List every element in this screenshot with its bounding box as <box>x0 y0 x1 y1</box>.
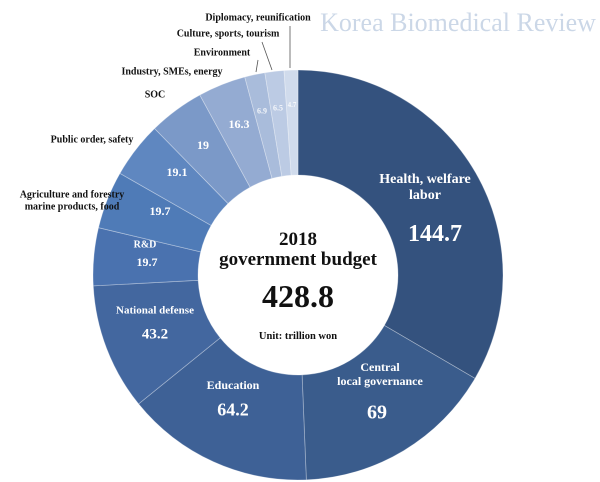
slice-label-8: Industry, SMEs, energy <box>121 66 223 78</box>
slice-9 <box>244 72 283 179</box>
leader-line-1 <box>261 41 273 71</box>
watermark-band <box>322 6 594 40</box>
slice-label-line: marine products, food <box>24 201 120 212</box>
slice-11 <box>283 69 299 176</box>
watermark: Korea Biomedical Review <box>320 8 596 37</box>
slice-label-0: Health, welfare labor <box>379 172 471 204</box>
slice-10 <box>264 70 292 177</box>
value-label-7: 19 <box>197 138 209 153</box>
center-total: 428.8 <box>262 278 334 314</box>
slice-label-2: Education <box>206 378 260 393</box>
value-label-4: 19.7 <box>136 255 158 270</box>
slice-label-5: Agriculture and forestry marine products,… <box>20 190 125 213</box>
slice-0 <box>297 69 504 379</box>
value-label-5: 19.7 <box>149 204 171 219</box>
unit-note: Unit: trillion won <box>258 331 338 342</box>
slice-label-1: Central local governance <box>337 360 423 389</box>
slice-label-10: Culture, sports, tourism <box>176 28 280 40</box>
slice-label-3: National defense <box>116 304 194 317</box>
value-label-10: 6.5 <box>273 103 283 113</box>
slice-label-9: Environment <box>193 47 251 59</box>
value-label-0: 144.7 <box>408 221 462 248</box>
slice-label-line: local governance <box>337 374 423 388</box>
value-label-3: 43.2 <box>141 326 169 343</box>
slice-2 <box>138 337 307 481</box>
value-label-11: 4.7 <box>287 100 297 109</box>
slice-label-line: Agriculture and forestry <box>19 189 125 201</box>
value-label-9: 6.9 <box>257 106 267 116</box>
slice-label-line: Central <box>360 360 400 375</box>
slice-label-7: SOC <box>144 89 166 101</box>
slice-1 <box>301 324 476 481</box>
slice-3 <box>92 279 221 405</box>
value-label-6: 19.1 <box>166 165 188 180</box>
center-subtitle: government budget <box>219 248 377 270</box>
slice-label-line: Health, welfare <box>379 171 471 187</box>
value-label-2: 64.2 <box>217 399 249 420</box>
slice-label-line: labor <box>409 188 441 203</box>
slice-label-4: R&D <box>133 239 157 251</box>
center-year: 2018 <box>279 229 317 250</box>
value-label-1: 69 <box>367 401 387 424</box>
center-title: 2018 government budget <box>219 230 377 270</box>
slice-label-6: Public order, safety <box>50 134 134 146</box>
value-label-8: 16.3 <box>228 117 250 132</box>
leader-line-0 <box>255 59 259 73</box>
slice-label-11: Diplomacy, reunification <box>205 12 311 24</box>
